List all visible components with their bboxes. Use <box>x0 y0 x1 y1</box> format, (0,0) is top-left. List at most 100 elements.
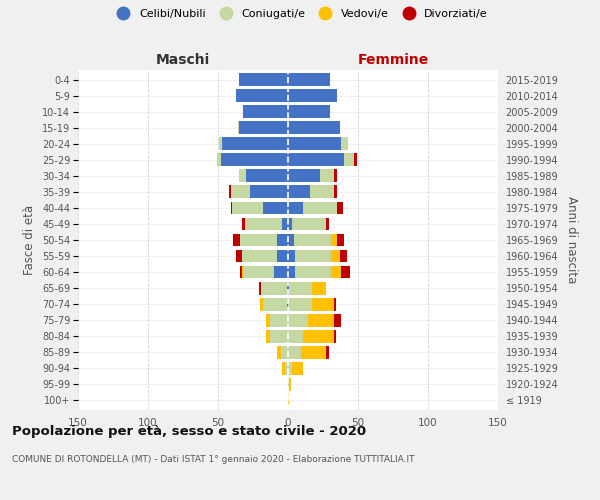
Bar <box>259 282 262 294</box>
Bar <box>326 346 329 358</box>
Bar <box>288 186 310 198</box>
Bar <box>340 250 347 262</box>
Bar <box>266 314 270 326</box>
Bar <box>326 218 329 230</box>
Bar <box>243 106 288 118</box>
Bar <box>262 282 287 294</box>
Bar <box>288 202 304 214</box>
Bar <box>293 234 331 246</box>
Bar <box>287 282 288 294</box>
Bar <box>288 73 330 86</box>
Bar <box>308 314 334 326</box>
Bar <box>288 106 330 118</box>
Bar <box>334 170 337 182</box>
Bar <box>233 234 241 246</box>
Bar <box>334 330 335 342</box>
Bar <box>263 202 288 214</box>
Bar <box>274 266 288 278</box>
Bar <box>312 298 334 310</box>
Bar <box>301 346 326 358</box>
Bar <box>245 218 283 230</box>
Bar <box>320 170 334 182</box>
Bar <box>242 266 243 278</box>
Bar <box>288 282 289 294</box>
Bar <box>304 202 337 214</box>
Bar <box>281 346 288 358</box>
Bar <box>304 330 334 342</box>
Bar <box>292 362 304 374</box>
Bar <box>270 314 288 326</box>
Bar <box>239 73 288 86</box>
Y-axis label: Anni di nascita: Anni di nascita <box>565 196 578 284</box>
Bar <box>354 154 356 166</box>
Bar <box>287 298 288 310</box>
Bar <box>263 298 287 310</box>
Bar <box>222 138 288 150</box>
Bar <box>341 138 348 150</box>
Bar <box>277 346 281 358</box>
Bar <box>312 282 326 294</box>
Bar <box>341 266 350 278</box>
Bar <box>229 186 230 198</box>
Y-axis label: Fasce di età: Fasce di età <box>23 205 37 275</box>
Bar <box>246 170 288 182</box>
Bar <box>288 234 293 246</box>
Bar <box>337 234 344 246</box>
Bar <box>232 202 263 214</box>
Bar <box>239 122 288 134</box>
Bar <box>288 314 308 326</box>
Bar <box>334 314 341 326</box>
Bar <box>277 234 288 246</box>
Bar <box>289 282 312 294</box>
Bar <box>270 330 288 342</box>
Bar <box>288 346 301 358</box>
Bar <box>334 298 335 310</box>
Text: COMUNE DI ROTONDELLA (MT) - Dati ISTAT 1° gennaio 2020 - Elaborazione TUTTITALIA: COMUNE DI ROTONDELLA (MT) - Dati ISTAT 1… <box>12 455 415 464</box>
Bar <box>243 266 274 278</box>
Bar <box>288 218 292 230</box>
Bar <box>337 202 343 214</box>
Bar <box>288 170 320 182</box>
Bar <box>250 186 288 198</box>
Bar <box>288 138 341 150</box>
Bar <box>239 170 246 182</box>
Bar <box>344 154 354 166</box>
Bar <box>236 250 242 262</box>
Bar <box>288 250 295 262</box>
Bar <box>217 154 221 166</box>
Bar <box>331 250 340 262</box>
Bar <box>221 154 288 166</box>
Bar <box>238 122 239 134</box>
Bar <box>241 234 277 246</box>
Bar <box>288 89 337 102</box>
Bar <box>288 266 295 278</box>
Bar <box>288 394 289 407</box>
Bar <box>220 138 222 150</box>
Bar <box>230 186 250 198</box>
Bar <box>331 266 341 278</box>
Bar <box>288 362 292 374</box>
Legend: Celibi/Nubili, Coniugati/e, Vedovi/e, Divorziati/e: Celibi/Nubili, Coniugati/e, Vedovi/e, Di… <box>109 6 491 22</box>
Bar <box>288 154 344 166</box>
Bar <box>289 378 291 391</box>
Bar <box>277 250 288 262</box>
Text: Popolazione per età, sesso e stato civile - 2020: Popolazione per età, sesso e stato civil… <box>12 425 366 438</box>
Bar <box>230 202 232 214</box>
Bar <box>266 330 270 342</box>
Bar <box>334 186 337 198</box>
Bar <box>283 362 285 374</box>
Bar <box>292 218 326 230</box>
Bar <box>288 378 289 391</box>
Bar <box>288 330 304 342</box>
Bar <box>283 218 288 230</box>
Bar <box>295 266 331 278</box>
Bar <box>288 122 340 134</box>
Bar <box>236 89 288 102</box>
Bar <box>310 186 334 198</box>
Text: Femmine: Femmine <box>358 54 428 68</box>
Bar <box>288 298 312 310</box>
Bar <box>295 250 331 262</box>
Text: Maschi: Maschi <box>156 54 210 68</box>
Bar <box>242 250 277 262</box>
Bar <box>241 266 242 278</box>
